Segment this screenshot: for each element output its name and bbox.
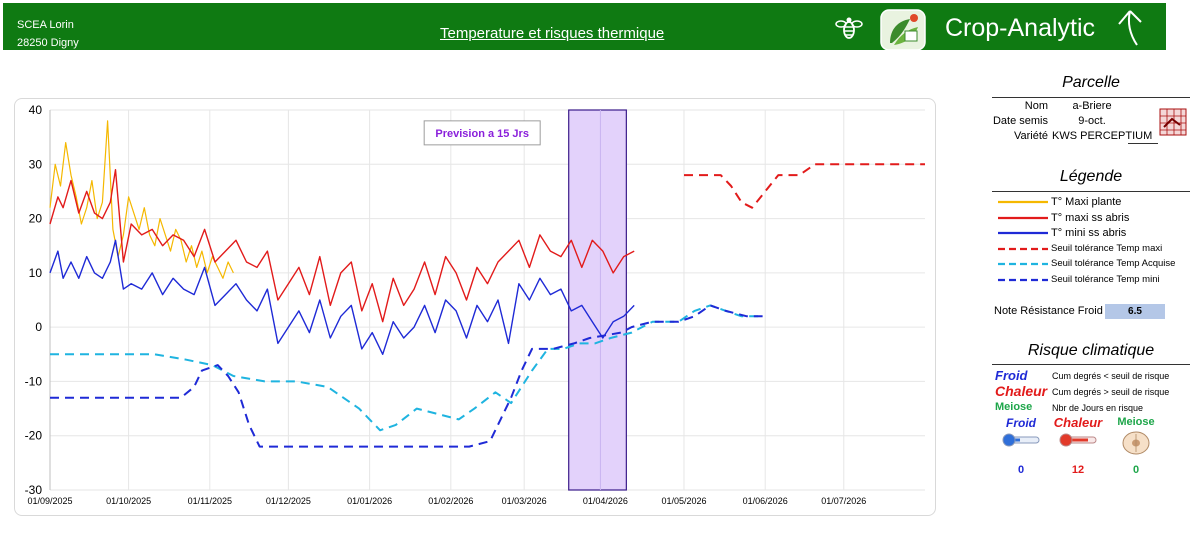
- note-resistance-label: Note Résistance Froid: [994, 305, 1103, 317]
- x-tick-label: 01/07/2026: [821, 496, 866, 506]
- series-line-6: [50, 304, 763, 448]
- series-line-3: [49, 239, 635, 355]
- y-tick-label: 20: [29, 212, 43, 226]
- legend-item-label: Seuil tolérance Temp mini: [1051, 273, 1160, 285]
- parcelle-title: Parcelle: [1062, 74, 1120, 91]
- risk-col-chaleur: Chaleur: [1053, 415, 1103, 430]
- risk-value-chaleur: 12: [1071, 464, 1085, 476]
- parcelle-value-variete: KWS PERCEPTIUM: [1052, 130, 1153, 142]
- thermometer-hot-icon: [1059, 433, 1097, 447]
- risk-tag-meiose: Meiose: [995, 401, 1033, 413]
- note-resistance-value: 6.5: [1105, 304, 1165, 319]
- x-tick-label: 01/10/2025: [106, 496, 151, 506]
- parcelle-value-nom: a-Briere: [1072, 100, 1112, 112]
- risk-col-meiose: Meiose: [1117, 416, 1155, 428]
- risk-value-meiose: 0: [1132, 464, 1140, 476]
- parcelle-label-nom: Nom: [1024, 100, 1048, 112]
- x-tick-label: 01/05/2026: [661, 496, 706, 506]
- x-tick-label: 01/04/2026: [583, 496, 628, 506]
- forecast-band: [568, 109, 627, 491]
- parcelle-label-variete: Variété: [1013, 130, 1048, 142]
- risk-desc-meiose: Nbr de Jours en risque: [1052, 403, 1144, 413]
- risk-tag-chaleur: Chaleur: [995, 383, 1048, 399]
- legend-swatch: [998, 278, 1048, 281]
- y-tick-label: 30: [29, 157, 43, 171]
- x-tick-label: 01/02/2026: [428, 496, 473, 506]
- x-tick-label: 01/12/2025: [266, 496, 311, 506]
- x-tick-label: 01/01/2026: [347, 496, 392, 506]
- legend-swatch: [998, 247, 1048, 250]
- farm-town: 28250 Digny: [17, 37, 79, 49]
- header-bar: SCEA Lorin 28250 Digny Temperature et ri…: [3, 3, 1166, 51]
- chart-frame: [14, 98, 936, 516]
- bee-icon: [835, 17, 863, 39]
- legend-item-label: T° maxi ss abris: [1051, 211, 1130, 224]
- legend-item-label: T° Maxi plante: [1051, 196, 1122, 208]
- legend-divider: [992, 191, 1190, 192]
- report-title: Temperature et risques thermique: [440, 25, 665, 42]
- legend-swatch: [998, 262, 1048, 266]
- meiose-cell-icon: [1122, 431, 1150, 455]
- arrow-up-icon: [1118, 10, 1142, 46]
- risk-desc-froid: Cum degrés < seuil de risque: [1052, 371, 1170, 381]
- parcelle-value-date-semis: 9-oct.: [1078, 115, 1106, 127]
- parcelle-divider: [992, 97, 1190, 98]
- temperature-chart: -30 -20 -10 0 10 20 30 40 01/09/2025 01/10/2025 01…: [25, 103, 925, 506]
- x-tick-label: 01/06/2026: [743, 496, 788, 506]
- legend-item-label: Seuil tolérance Temp maxi: [1051, 242, 1163, 254]
- risk-col-froid: Froid: [1006, 416, 1036, 430]
- forecast-annotation-box: [423, 120, 541, 146]
- series-line-1: [49, 120, 234, 279]
- y-tick-label: 0: [35, 320, 42, 334]
- y-tick-label: -30: [25, 483, 43, 497]
- y-tick-label: 10: [29, 266, 43, 280]
- legend-swatch: [998, 231, 1048, 235]
- crop-analytic-logo: [880, 9, 926, 51]
- series-line-4: [684, 163, 925, 209]
- risk-desc-chaleur: Cum degrés > seuil de risque: [1052, 387, 1170, 397]
- y-tick-label: 40: [29, 103, 43, 117]
- risk-tag-froid: Froid: [995, 368, 1028, 383]
- legend-swatch: [998, 200, 1048, 204]
- series-line-5: [50, 304, 763, 432]
- legend-item-label: Seuil tolérance Temp Acquise: [1051, 258, 1176, 269]
- y-tick-label: -10: [25, 374, 43, 388]
- legend-swatch: [998, 216, 1048, 219]
- x-tick-label: 01/11/2025: [188, 496, 232, 506]
- risk-value-froid: 0: [1017, 464, 1025, 476]
- y-tick-label: -20: [25, 429, 43, 443]
- legend-title: Légende: [1059, 168, 1123, 185]
- parcelle-bottom-line: [1128, 143, 1158, 144]
- thermometer-cold-icon: [1002, 433, 1040, 447]
- brand-name: Crop-Analytic: [945, 14, 1096, 42]
- x-tick-label: 01/09/2025: [27, 496, 72, 506]
- parcelle-label-date-semis: Date semis: [992, 115, 1048, 127]
- farm-name: SCEA Lorin: [17, 19, 74, 31]
- risk-title: Risque climatique: [1027, 342, 1155, 359]
- risk-divider: [992, 364, 1190, 365]
- x-tick-label: 01/03/2026: [502, 496, 547, 506]
- field-plot-icon: [1159, 108, 1187, 136]
- series-line-2: [49, 168, 635, 323]
- forecast-annotation: Prevision a 15 Jrs: [435, 128, 529, 140]
- legend-item-label: T° mini ss abris: [1051, 227, 1127, 239]
